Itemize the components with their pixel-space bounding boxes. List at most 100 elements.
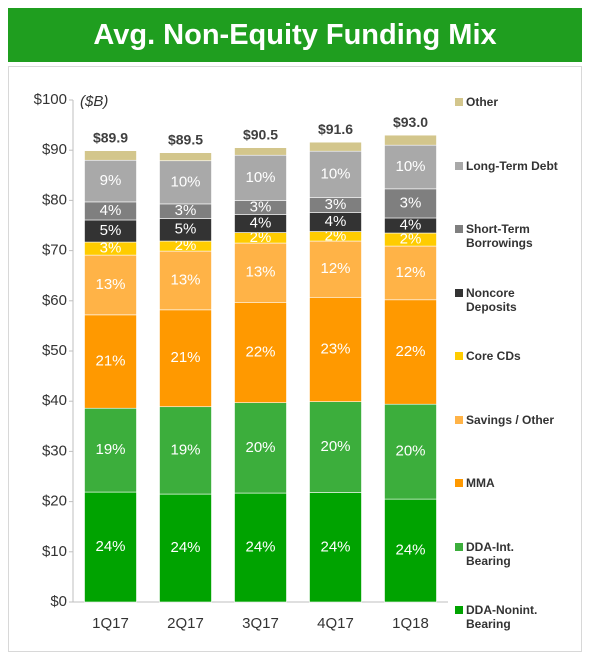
y-tick-label: $30: [42, 442, 67, 459]
segment-label: 4%: [325, 213, 347, 230]
legend-swatch: [455, 606, 463, 614]
bar-segment: [84, 407, 137, 493]
bar-segment: [309, 240, 362, 298]
segment-label: 9%: [100, 172, 122, 189]
segment-label: 22%: [245, 343, 275, 360]
y-tick-label: $50: [42, 342, 67, 359]
x-tick-label: 2Q17: [167, 615, 204, 632]
bar-segment: [159, 152, 212, 162]
legend-label: Core CDs: [466, 349, 521, 363]
legend-label: Noncore Deposits: [466, 285, 517, 314]
bar-segment: [384, 134, 437, 146]
segment-label: 20%: [395, 443, 425, 460]
legend-item: Core CDs: [455, 349, 578, 363]
y-tick-label: $40: [42, 392, 67, 409]
y-tick-label: $0: [50, 593, 67, 610]
bar-segment: [84, 150, 137, 161]
legend-label: Short-Term Borrowings: [466, 222, 533, 250]
segment-label: 10%: [395, 158, 425, 175]
bar-segment: [84, 254, 137, 316]
segment-label: 22%: [395, 343, 425, 360]
segment-label: 4%: [250, 214, 272, 231]
legend-swatch: [455, 98, 463, 106]
segment-label: 4%: [400, 216, 422, 233]
y-tick-label: $60: [42, 292, 67, 309]
bar-segment: [234, 242, 287, 303]
total-label: $93.0: [393, 114, 428, 130]
bar-segment: [234, 147, 287, 156]
segment-label: 4%: [100, 202, 122, 219]
segment-label: 3%: [250, 198, 272, 215]
x-tick-label: 3Q17: [242, 615, 279, 632]
segment-label: 24%: [170, 539, 200, 556]
bar-segment: [84, 491, 137, 603]
segment-label: 3%: [100, 240, 122, 257]
x-tick-label: 1Q18: [392, 615, 429, 632]
bar-segment: [234, 492, 287, 603]
legend-item: Long-Term Debt: [455, 159, 578, 173]
y-tick-label: $70: [42, 242, 67, 259]
legend-swatch: [455, 415, 463, 424]
bar-segment: [384, 245, 437, 301]
legend-item: Other: [455, 95, 578, 109]
legend-item: Noncore Deposits: [455, 286, 556, 314]
segment-label: 24%: [245, 539, 275, 556]
segment-label: 20%: [320, 438, 350, 455]
segment-label: 10%: [170, 173, 200, 190]
legend-swatch: [455, 161, 463, 170]
segment-label: 10%: [245, 169, 275, 186]
segment-label: 13%: [245, 264, 275, 281]
segment-label: 10%: [320, 165, 350, 182]
segment-label: 5%: [100, 222, 122, 239]
legend-label: Other: [466, 95, 499, 109]
segment-label: 5%: [175, 221, 197, 238]
bar-segment: [309, 401, 362, 493]
segment-label: 20%: [245, 439, 275, 456]
legend-swatch: [455, 542, 463, 551]
legend-item: DDA-Nonint. Bearing: [455, 603, 556, 631]
legend-swatch: [455, 225, 463, 233]
legend-item: DDA-Int. Bearing: [455, 540, 556, 568]
total-label: $90.5: [243, 126, 278, 142]
legend-label: DDA-Int. Bearing: [466, 539, 514, 568]
bar-segment: [84, 314, 137, 409]
segment-label: 24%: [320, 538, 350, 555]
bar-segment: [384, 188, 437, 219]
segment-label: 3%: [400, 194, 422, 211]
legend-item: MMA: [455, 476, 578, 490]
legend-label: Savings / Other: [466, 412, 555, 427]
segment-label: 24%: [95, 538, 125, 555]
bar-segment: [159, 250, 212, 311]
bar-segment: [159, 406, 212, 495]
segment-label: 23%: [320, 340, 350, 357]
total-label: $89.9: [93, 129, 128, 145]
segment-label: 13%: [95, 276, 125, 293]
segment-label: 12%: [320, 260, 350, 277]
y-tick-label: $20: [42, 493, 67, 510]
unit-label: ($B): [80, 93, 108, 110]
legend-swatch: [455, 479, 463, 487]
legend-item: Short-Term Borrowings: [455, 222, 556, 250]
bar-segment: [84, 159, 137, 203]
segment-label: 19%: [170, 441, 200, 458]
y-tick-label: $80: [42, 191, 67, 208]
legend-label: DDA-Nonint. Bearing: [466, 603, 538, 631]
y-tick-label: $90: [42, 141, 67, 158]
legend-label: Long-Term Debt: [466, 158, 558, 173]
total-label: $89.5: [168, 131, 203, 147]
segment-label: 19%: [95, 441, 125, 458]
segment-label: 21%: [95, 353, 125, 370]
x-tick-label: 1Q17: [92, 615, 129, 632]
segment-label: 12%: [395, 264, 425, 281]
chart-title: Avg. Non-Equity Funding Mix: [8, 8, 582, 62]
segment-label: 2%: [250, 229, 272, 246]
y-tick-label: $100: [34, 91, 67, 108]
bar-segment: [309, 296, 362, 403]
segment-label: 2%: [400, 231, 422, 248]
y-tick-label: $10: [42, 543, 67, 560]
x-tick-label: 4Q17: [317, 615, 354, 632]
segment-label: 24%: [395, 542, 425, 559]
bar-segment: [159, 309, 212, 408]
bar-segment: [234, 302, 287, 404]
